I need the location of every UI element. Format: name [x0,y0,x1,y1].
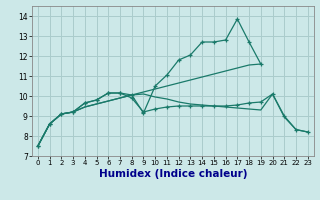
X-axis label: Humidex (Indice chaleur): Humidex (Indice chaleur) [99,169,247,179]
